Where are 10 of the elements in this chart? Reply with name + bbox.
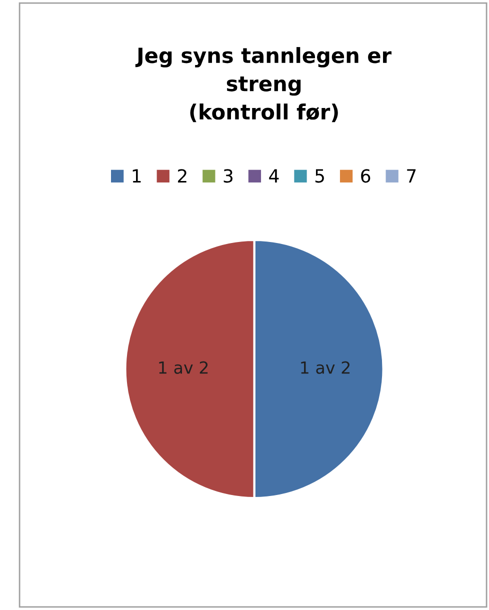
legend-label: 2 [178, 169, 186, 182]
data-label: 1 av 2 [159, 361, 208, 374]
legend-label: 3 [224, 169, 232, 183]
data-label: 1 av 2 [301, 361, 350, 374]
legend-label: 7 [407, 169, 416, 182]
legend-label: 6 [361, 169, 370, 183]
legend-label: 1 [132, 169, 141, 182]
legend-label: 5 [315, 169, 324, 183]
legend-label: 4 [269, 169, 279, 182]
chart-title: Jeg syns tannlegen er streng (kontroll før) [135, 47, 392, 122]
